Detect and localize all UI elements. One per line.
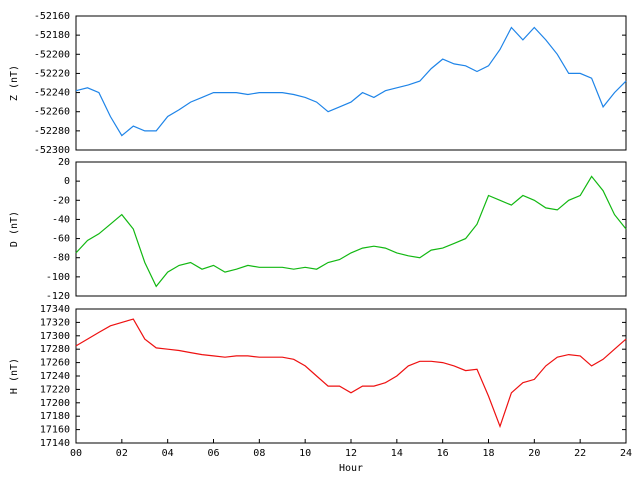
y-tick-label: 0: [64, 176, 70, 187]
y-axis-label: H (nT): [9, 358, 20, 394]
y-tick-label: -120: [46, 291, 70, 302]
y-tick-label: -52180: [34, 30, 70, 41]
y-tick-label: 17320: [40, 317, 70, 328]
y-tick-label: -52160: [34, 11, 70, 22]
y-tick-label: 17340: [40, 304, 70, 315]
y-tick-label: -52300: [34, 145, 70, 156]
y-tick-label: -52260: [34, 107, 70, 118]
y-tick-label: 17220: [40, 384, 70, 395]
x-tick-label: 10: [299, 448, 311, 459]
y-tick-label: 17280: [40, 344, 70, 355]
x-tick-label: 02: [116, 448, 128, 459]
data-line: [75, 318, 627, 429]
x-tick-label: 20: [528, 448, 540, 459]
y-tick-label: 17260: [40, 358, 70, 369]
x-tick-label: 12: [345, 448, 357, 459]
x-tick-label: 06: [207, 448, 219, 459]
y-tick-label: -52280: [34, 126, 70, 137]
x-tick-label: 14: [391, 448, 403, 459]
data-line: [75, 26, 627, 137]
y-tick-label: 17200: [40, 398, 70, 409]
x-tick-label: 22: [574, 448, 586, 459]
y-tick-label: -40: [52, 214, 70, 225]
y-tick-label: -80: [52, 253, 70, 264]
y-tick-label: 17160: [40, 425, 70, 436]
data-line: [75, 175, 627, 288]
x-axis-label: Hour: [339, 463, 363, 474]
y-tick-label: -52220: [34, 68, 70, 79]
x-tick-label: 24: [620, 448, 632, 459]
y-tick-label: 17180: [40, 411, 70, 422]
x-tick-label: 00: [70, 448, 82, 459]
y-tick-label: -52200: [34, 49, 70, 60]
y-tick-label: -100: [46, 272, 70, 283]
plot-frame: [75, 15, 627, 151]
y-tick-label: 17240: [40, 371, 70, 382]
y-tick-label: -20: [52, 195, 70, 206]
y-tick-label: 17140: [40, 438, 70, 449]
y-tick-label: 20: [58, 157, 70, 168]
y-axis-label: Z (nT): [9, 65, 20, 101]
x-tick-label: 18: [482, 448, 494, 459]
y-axis-label: D (nT): [9, 211, 20, 247]
y-tick-label: -52240: [34, 88, 70, 99]
y-tick-label: 17300: [40, 331, 70, 342]
x-tick-label: 08: [253, 448, 265, 459]
y-tick-label: -60: [52, 234, 70, 245]
plot-frame: [75, 308, 627, 444]
plot-frame: [75, 161, 627, 297]
x-tick-label: 16: [437, 448, 449, 459]
x-tick-label: 04: [162, 448, 174, 459]
